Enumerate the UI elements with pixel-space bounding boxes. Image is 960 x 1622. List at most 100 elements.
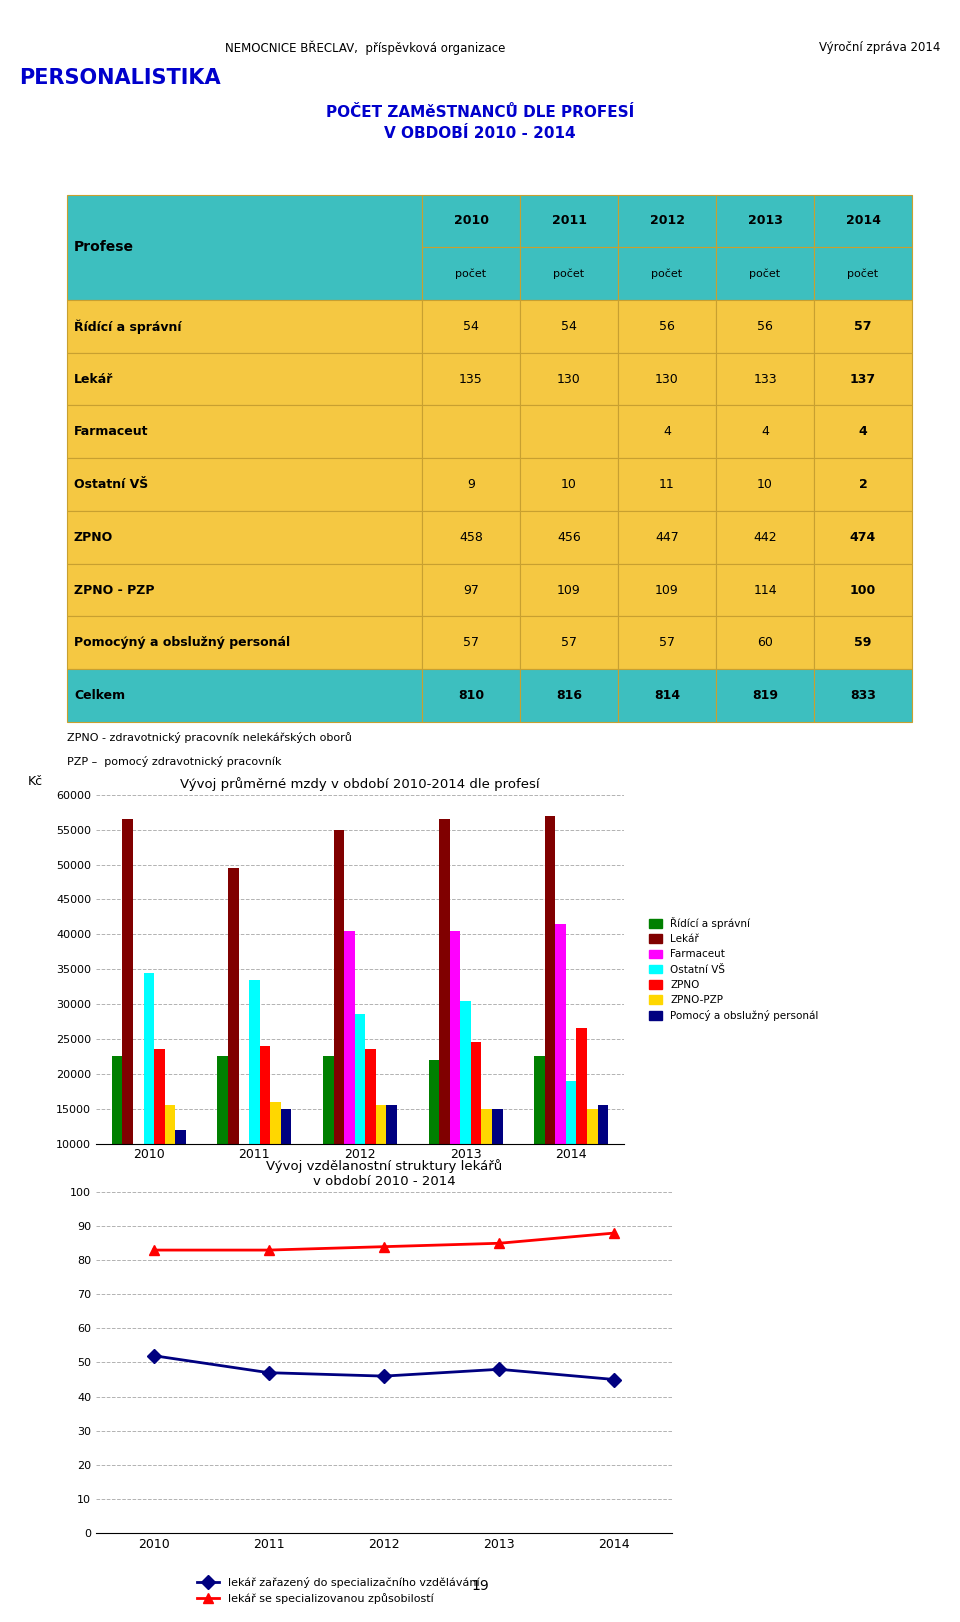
Text: 109: 109 <box>655 584 679 597</box>
FancyBboxPatch shape <box>422 352 520 406</box>
Bar <box>154 1049 165 1144</box>
lekář zařazený do specializačního vzdělávání <box>263 1362 275 1382</box>
Text: 54: 54 <box>463 320 479 333</box>
Bar <box>355 1014 365 1144</box>
Text: 810: 810 <box>458 689 484 702</box>
FancyBboxPatch shape <box>814 616 912 668</box>
Text: počet: počet <box>554 269 585 279</box>
Bar <box>429 1059 440 1144</box>
Text: 4: 4 <box>858 425 868 438</box>
FancyBboxPatch shape <box>716 247 814 300</box>
lekář se specializovanou způsobilostí <box>493 1233 505 1252</box>
Bar <box>597 1105 609 1144</box>
FancyBboxPatch shape <box>618 511 716 564</box>
Text: 114: 114 <box>754 584 777 597</box>
Text: 130: 130 <box>557 373 581 386</box>
Bar <box>471 1043 482 1144</box>
Text: počet: počet <box>652 269 683 279</box>
Text: 814: 814 <box>654 689 680 702</box>
Text: Farmaceut: Farmaceut <box>74 425 149 438</box>
Bar <box>250 980 259 1144</box>
FancyBboxPatch shape <box>520 406 618 457</box>
Text: 2: 2 <box>858 478 868 491</box>
FancyBboxPatch shape <box>520 300 618 352</box>
Text: 56: 56 <box>757 320 773 333</box>
Bar <box>280 1109 292 1144</box>
Text: 59: 59 <box>854 636 872 649</box>
Text: 97: 97 <box>463 584 479 597</box>
Bar <box>323 1056 334 1144</box>
Text: 56: 56 <box>660 320 675 333</box>
FancyBboxPatch shape <box>520 247 618 300</box>
Text: 816: 816 <box>556 689 582 702</box>
Bar <box>176 1129 186 1144</box>
Text: Řídící a správní: Řídící a správní <box>74 320 181 334</box>
Line: lekář se specializovanou způsobilostí: lekář se specializovanou způsobilostí <box>149 1228 619 1255</box>
FancyBboxPatch shape <box>814 457 912 511</box>
FancyBboxPatch shape <box>716 300 814 352</box>
Text: 2010: 2010 <box>453 214 489 227</box>
FancyBboxPatch shape <box>67 300 422 352</box>
Text: počet: počet <box>750 269 780 279</box>
FancyBboxPatch shape <box>716 668 814 722</box>
Text: Výroční zpráva 2014: Výroční zpráva 2014 <box>820 41 941 54</box>
FancyBboxPatch shape <box>814 668 912 722</box>
Text: Ostatní VŠ: Ostatní VŠ <box>74 478 148 491</box>
Bar <box>376 1105 386 1144</box>
FancyBboxPatch shape <box>67 352 422 406</box>
Bar <box>123 819 132 1144</box>
FancyBboxPatch shape <box>67 457 422 511</box>
Text: 133: 133 <box>754 373 777 386</box>
Bar <box>366 1049 376 1144</box>
FancyBboxPatch shape <box>422 457 520 511</box>
Text: 135: 135 <box>459 373 483 386</box>
FancyBboxPatch shape <box>520 511 618 564</box>
Text: Pomocýný a obslužný personál: Pomocýný a obslužný personál <box>74 636 290 649</box>
lekář zařazený do specializačního vzdělávání <box>148 1346 159 1366</box>
Bar <box>576 1028 587 1144</box>
Title: Vývoj vzdělanostní struktury lekářů
v období 2010 - 2014: Vývoj vzdělanostní struktury lekářů v ob… <box>266 1160 502 1189</box>
Text: 819: 819 <box>752 689 778 702</box>
FancyBboxPatch shape <box>618 300 716 352</box>
lekář se specializovanou způsobilostí <box>378 1238 390 1257</box>
FancyBboxPatch shape <box>67 668 422 722</box>
Text: Lekář: Lekář <box>74 373 113 386</box>
Text: 100: 100 <box>850 584 876 597</box>
lekář zařazený do specializačního vzdělávání <box>378 1366 390 1385</box>
Text: 9: 9 <box>468 478 475 491</box>
FancyBboxPatch shape <box>67 406 422 457</box>
Text: 137: 137 <box>850 373 876 386</box>
Text: 458: 458 <box>459 530 483 543</box>
FancyBboxPatch shape <box>422 511 520 564</box>
Text: 11: 11 <box>660 478 675 491</box>
lekář se specializovanou způsobilostí <box>263 1241 275 1260</box>
FancyBboxPatch shape <box>422 195 520 247</box>
FancyBboxPatch shape <box>67 511 422 564</box>
Text: 474: 474 <box>850 530 876 543</box>
FancyBboxPatch shape <box>618 352 716 406</box>
FancyBboxPatch shape <box>520 564 618 616</box>
FancyBboxPatch shape <box>814 564 912 616</box>
Text: ZPNO: ZPNO <box>74 530 113 543</box>
lekář zařazený do specializačního vzdělávání <box>493 1359 505 1379</box>
Legend: lekář zařazený do specializačního vzdělávání, lekář se specializovanou způsobilo: lekář zařazený do specializačního vzdělá… <box>192 1572 484 1609</box>
Bar <box>588 1109 597 1144</box>
Bar <box>482 1109 492 1144</box>
Text: 2012: 2012 <box>650 214 684 227</box>
Text: 19: 19 <box>471 1578 489 1593</box>
Bar <box>334 830 345 1144</box>
Bar <box>492 1109 503 1144</box>
FancyBboxPatch shape <box>67 195 422 300</box>
Line: lekář zařazený do specializačního vzdělávání: lekář zařazený do specializačního vzdělá… <box>149 1351 619 1384</box>
FancyBboxPatch shape <box>67 564 422 616</box>
Bar <box>144 973 154 1144</box>
Text: PERSONALISTIKA: PERSONALISTIKA <box>19 68 221 88</box>
Legend: Řídící a správní, Lekář, Farmaceut, Ostatní VŠ, ZPNO, ZPNO-PZP, Pomocý a obslužn: Řídící a správní, Lekář, Farmaceut, Osta… <box>645 913 823 1025</box>
FancyBboxPatch shape <box>814 195 912 247</box>
FancyBboxPatch shape <box>422 300 520 352</box>
Bar <box>165 1105 176 1144</box>
Bar <box>217 1056 228 1144</box>
FancyBboxPatch shape <box>67 616 422 668</box>
Text: 60: 60 <box>757 636 773 649</box>
Text: 456: 456 <box>557 530 581 543</box>
